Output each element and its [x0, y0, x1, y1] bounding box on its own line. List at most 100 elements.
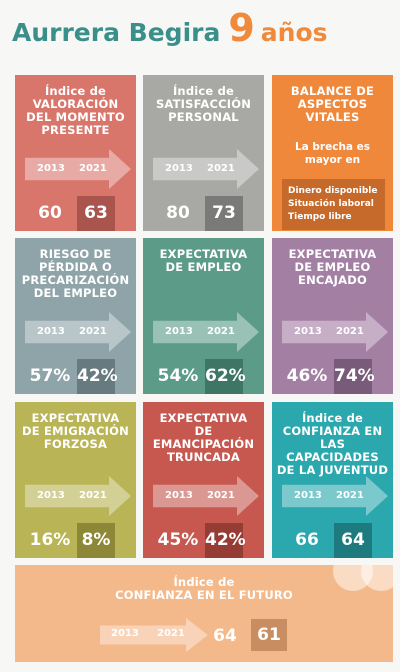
value-box: 62%	[205, 359, 246, 394]
tile-title: Índice de SATISFACCIÓN PERSONAL	[143, 85, 264, 124]
tile: EXPECTATIVA DE EMANCIPACIÓN TRUNCADA 2013 202…	[143, 402, 264, 558]
tile-title: Índice de CONFIANZA EN EL FUTURO	[15, 576, 393, 602]
year: 2013	[37, 490, 65, 501]
title-line: DE	[194, 424, 213, 438]
title-line: PRECARIZACIÓN	[21, 273, 130, 287]
year: 2013	[37, 326, 65, 337]
header-number: 9	[228, 6, 255, 50]
value: 46%	[286, 366, 328, 386]
value: 61	[257, 625, 281, 645]
item: Dinero disponible	[288, 186, 378, 196]
arrow	[25, 149, 131, 189]
value: 63	[84, 203, 108, 223]
arrow	[282, 312, 388, 352]
year: 2013	[165, 326, 193, 337]
value: 42%	[205, 530, 246, 550]
title-line: EXPECTATIVA	[288, 247, 377, 261]
tile-title: RIESGO DE PÉRDIDA O PRECARIZACIÓN DEL EMPLE…	[15, 248, 136, 300]
title-line: DEL EMPLEO	[33, 286, 118, 300]
tile-title: EXPECTATIVA DE EMIGRACIÓN FORZOSA	[15, 412, 136, 451]
year: 2021	[336, 326, 364, 337]
title-line: ASPECTOS	[297, 97, 368, 111]
title-line: PERSONAL	[168, 110, 239, 124]
tile: BALANCE DE ASPECTOS VITALES La brecha es may…	[272, 75, 393, 231]
year: 2021	[336, 490, 364, 501]
year: 2013	[37, 163, 65, 174]
value-box: 74%	[334, 359, 375, 394]
year: 2013	[165, 490, 193, 501]
title-line: BALANCE DE	[290, 84, 375, 98]
title-line: CONFIANZA EN	[282, 424, 383, 438]
year: 2021	[207, 163, 235, 174]
tile-title: EXPECTATIVA DE EMANCIPACIÓN TRUNCADA	[143, 412, 264, 464]
arrow-shape	[282, 476, 388, 516]
title-line: PRESENTE	[41, 123, 110, 137]
item: Situación laboral	[288, 199, 374, 209]
value-box: 61	[251, 619, 287, 651]
arrow-shape	[100, 618, 208, 652]
title-line: FORZOSA	[43, 437, 108, 451]
item: Tiempo libre	[288, 212, 352, 222]
title-line: CONFIANZA EN EL FUTURO	[115, 588, 293, 602]
arrow-shape	[25, 149, 131, 189]
title-line: EXPECTATIVA	[159, 411, 248, 425]
arrow	[25, 312, 131, 352]
items-box: Dinero disponible Situación laboral Tiempo…	[282, 179, 385, 230]
value-box: 8%	[77, 523, 115, 558]
title-line: VITALES	[305, 110, 360, 124]
value-box: 73	[205, 196, 243, 231]
arrow	[100, 618, 208, 652]
value: 8%	[81, 530, 111, 550]
year: 2021	[207, 326, 235, 337]
value-box: 42%	[77, 359, 118, 394]
subtitle: La brecha es mayor en	[272, 141, 393, 167]
arrow	[25, 476, 131, 516]
title-line: DE EMPLEO	[165, 260, 242, 274]
year: 2013	[165, 163, 193, 174]
arrow	[153, 476, 259, 516]
tile-title: Índice de CONFIANZA EN LAS CAPACIDADES DE L…	[272, 412, 393, 477]
arrow-shape	[282, 312, 388, 352]
value: 60	[38, 203, 62, 223]
year: 2021	[79, 163, 107, 174]
value-box: 63	[77, 196, 115, 231]
title-line: PÉRDIDA O	[39, 260, 112, 274]
arrow-shape	[25, 312, 131, 352]
title-line: ENCAJADO	[298, 273, 367, 287]
year: 2013	[111, 628, 139, 639]
value: 64	[341, 530, 365, 550]
arrow	[153, 149, 259, 189]
value: 62%	[205, 366, 246, 386]
year: 2013	[294, 490, 322, 501]
value: 73	[212, 203, 236, 223]
title-line: Índice de	[173, 575, 235, 589]
value: 80	[166, 203, 190, 223]
arrow	[153, 312, 259, 352]
tile-title: EXPECTATIVA DE EMPLEO ENCAJADO	[272, 248, 393, 287]
footer-tile: Índice de CONFIANZA EN EL FUTURO 2013 2021 6…	[15, 565, 393, 662]
value-box: 64	[334, 523, 372, 558]
arrow-shape	[153, 149, 259, 189]
tile-title: Índice de VALORACIÓN DEL MOMENTO PRESENTE	[15, 85, 136, 137]
tile: Índice de CONFIANZA EN LAS CAPACIDADES DE L…	[272, 402, 393, 558]
title-line: SATISFACCIÓN	[155, 97, 252, 111]
header-unit: años	[260, 18, 328, 47]
title-line: VALORACIÓN	[32, 97, 119, 111]
header-name: Aurrera Begira	[12, 18, 221, 47]
title-line: EXPECTATIVA	[159, 247, 248, 261]
header: Aurrera Begira 9 años	[12, 6, 328, 50]
tile: RIESGO DE PÉRDIDA O PRECARIZACIÓN DEL EMPLE…	[15, 238, 136, 394]
value: 66	[295, 530, 319, 550]
title-line: Índice de	[44, 84, 107, 98]
tile: EXPECTATIVA DE EMIGRACIÓN FORZOSA 2013 2021 1…	[15, 402, 136, 558]
arrow-shape	[153, 476, 259, 516]
value: 74%	[334, 366, 375, 386]
title-line: Índice de	[301, 411, 364, 425]
title-line: LAS CAPACIDADES	[286, 437, 379, 464]
title-line: EXPECTATIVA	[31, 411, 120, 425]
year: 2021	[207, 490, 235, 501]
title-line: RIESGO DE	[39, 247, 112, 261]
title-line: Índice de	[172, 84, 235, 98]
arrow-shape	[153, 312, 259, 352]
